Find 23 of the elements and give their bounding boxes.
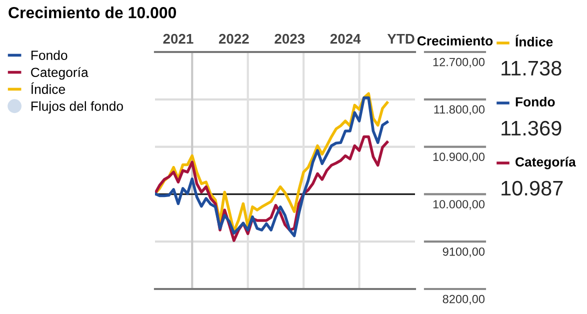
text: 11.369 [502, 120, 562, 136]
y-tick-label: 10.900,00 [433, 152, 485, 162]
y-tick-label: 10.000,00 [433, 200, 485, 210]
x-tick-label: YTD [387, 34, 414, 44]
legend-label: Índice [31, 82, 66, 94]
text: 11.738 [502, 60, 562, 76]
x-tick-label: 2021 [163, 34, 194, 44]
x-tick-label: 2023 [274, 34, 305, 44]
text: Fondo [516, 96, 555, 107]
y-tick-label: 12.700,00 [433, 58, 485, 68]
text: 10.987 [502, 180, 563, 196]
y-tick-label: 11.800,00 [434, 105, 485, 116]
x-tick-label: 2022 [218, 34, 249, 44]
text: Categoría [516, 156, 576, 170]
y-tick-label: 9100,00 [442, 247, 485, 258]
text: Índice [516, 34, 553, 47]
chart-title: Crecimiento de 10.000 [8, 6, 176, 18]
legend-label: Categoría [31, 67, 88, 80]
legend-label: Flujos del fondo [31, 101, 123, 114]
y-axis-title: Crecimiento [417, 36, 493, 46]
y-tick-label: 8200,00 [442, 294, 485, 305]
x-tick-label: 2024 [330, 34, 361, 44]
legend-label: Fondo [31, 50, 68, 60]
